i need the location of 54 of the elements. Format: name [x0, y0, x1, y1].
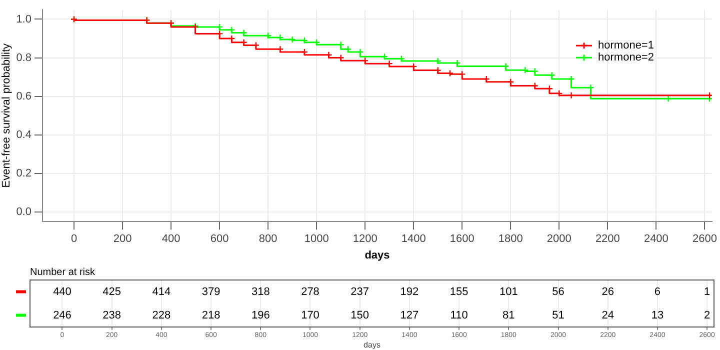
- x-tick-label: 1400: [401, 233, 426, 246]
- data-label: 228: [152, 309, 171, 322]
- y-tick-label: 0.2: [16, 167, 32, 180]
- data-label: 414: [152, 286, 171, 298]
- y-axis-title: Event-free survival probability: [0, 42, 13, 188]
- data-label: 237: [350, 286, 370, 298]
- data-label: 6: [654, 286, 661, 298]
- data-label: 2: [704, 309, 710, 322]
- y-tick-label: 1.0: [16, 13, 32, 26]
- y-tick-label: 0.8: [16, 52, 32, 64]
- data-label: 379: [202, 286, 220, 298]
- x-axis-title: days: [364, 249, 390, 262]
- data-label: 101: [499, 286, 518, 298]
- x-tick-label: 200: [113, 233, 132, 246]
- data-label: 24: [602, 309, 614, 322]
- data-label: 425: [102, 286, 122, 298]
- data-label: 278: [301, 286, 320, 298]
- x-tick-label: 2600: [692, 233, 717, 246]
- x-tick-label: 800: [258, 233, 278, 246]
- data-label: 26: [602, 286, 614, 298]
- data-label: 246: [53, 309, 72, 322]
- x-tick-label: 2400: [644, 233, 668, 246]
- data-label: 51: [552, 309, 564, 322]
- legend-label: hormone=2: [598, 52, 654, 64]
- y-tick-label: 0.0: [16, 206, 32, 218]
- data-label: 440: [53, 286, 72, 298]
- data-label: 1: [704, 286, 710, 298]
- y-tick-label: 0.6: [16, 90, 32, 102]
- data-label: 150: [350, 309, 370, 322]
- x-tick-label: 1800: [498, 233, 523, 246]
- x-tick-label: 2000: [546, 233, 572, 246]
- data-label: 196: [251, 309, 270, 322]
- data-label: 56: [552, 286, 564, 298]
- x-tick-label: 1000: [304, 233, 329, 246]
- x-axis-title: days: [364, 340, 380, 350]
- chart-title: Number at risk: [30, 266, 96, 278]
- data-label: 318: [251, 286, 270, 298]
- x-tick-label: 600: [210, 233, 229, 246]
- x-tick-label: 2200: [595, 233, 620, 246]
- x-tick-label: 400: [162, 233, 180, 246]
- data-label: 170: [301, 309, 320, 322]
- data-label: 127: [400, 309, 419, 322]
- x-tick-label: 0: [70, 233, 78, 246]
- x-tick-label: 1600: [450, 233, 474, 246]
- legend-label: hormone=1: [598, 40, 654, 52]
- data-label: 13: [651, 309, 664, 322]
- data-label: 192: [400, 286, 419, 298]
- data-label: 81: [502, 309, 515, 322]
- data-label: 110: [450, 309, 468, 322]
- data-label: 155: [450, 286, 468, 298]
- y-tick-label: 0.4: [16, 128, 32, 141]
- x-tick-label: 1200: [352, 233, 378, 246]
- data-label: 218: [202, 309, 220, 322]
- data-label: 238: [102, 309, 122, 322]
